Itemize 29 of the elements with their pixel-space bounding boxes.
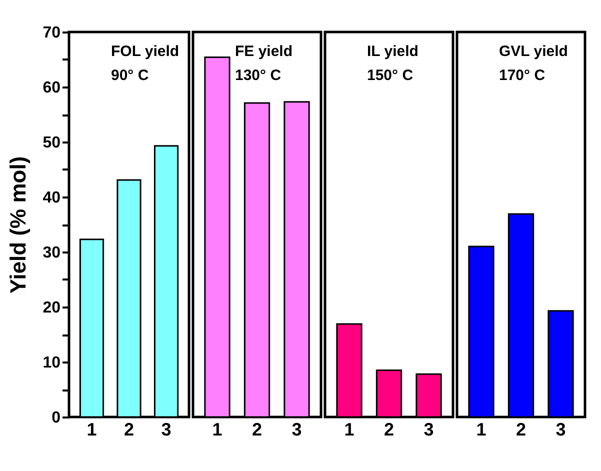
annotation: FOL yield: [111, 43, 180, 60]
y-tick-label: 10: [42, 354, 61, 372]
annotation: IL yield: [367, 43, 418, 60]
x-tick-label: 2: [384, 420, 394, 440]
y-tick-label: 30: [42, 244, 61, 262]
y-tick-label: 40: [42, 190, 61, 206]
x-tick-label: 2: [516, 420, 526, 440]
annotation: FE yield: [235, 43, 293, 60]
x-tick-label: 1: [344, 420, 354, 440]
x-tick-label: 1: [86, 420, 97, 440]
x-tick-label: 1: [212, 420, 222, 440]
x-tick-label: 1: [476, 420, 486, 440]
y-tick-label: 20: [42, 300, 61, 316]
x-tick-label: 2: [124, 420, 134, 440]
y-tick-label: 60: [42, 80, 61, 96]
annotation: GVL yield: [499, 43, 568, 60]
annotation: 130° C: [235, 67, 282, 84]
annotation: 90° C: [111, 67, 149, 84]
x-tick-label: 2: [252, 420, 262, 440]
y-tick-label: 0: [52, 410, 61, 426]
y-tick-label: 70: [42, 24, 61, 42]
x-tick-label: 3: [556, 420, 566, 440]
x-tick-label: 3: [292, 420, 302, 440]
annotation: 150° C: [367, 67, 414, 84]
x-tick-label: 3: [161, 420, 172, 440]
y-axis-title: Yield (% mol): [6, 156, 31, 294]
y-tick-label: 50: [42, 134, 61, 152]
annotation: 170° C: [499, 67, 546, 84]
x-tick-label: 3: [424, 420, 434, 440]
